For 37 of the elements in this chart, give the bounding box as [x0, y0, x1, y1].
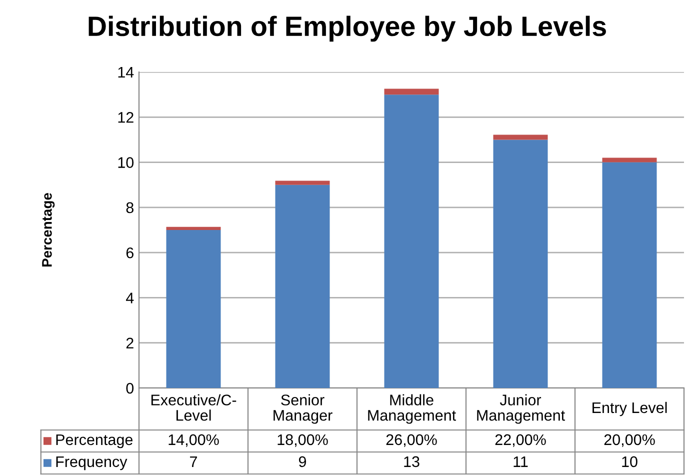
y-tick-label: 0 — [126, 382, 134, 394]
bar — [166, 226, 221, 230]
bar — [602, 158, 657, 162]
chart-title: Distribution of Employee by Job Levels — [88, 16, 606, 42]
data-label: 18,00% — [278, 434, 328, 447]
y-tick-label: 4 — [126, 292, 134, 304]
y-tick-label: 8 — [126, 202, 134, 214]
y-axis-title: Percentage — [42, 193, 55, 267]
x-tick-label: Executive/C- Level — [151, 394, 236, 421]
x-tick-label: Junior Management — [477, 394, 565, 424]
data-label: 9 — [298, 456, 306, 468]
legend-label: Percentage — [56, 434, 133, 448]
data-label: 11 — [514, 456, 528, 467]
bar — [384, 88, 439, 95]
y-tick-label: 2 — [126, 338, 134, 348]
y-tick-label: 6 — [126, 247, 134, 258]
bar — [275, 184, 330, 388]
bar — [275, 180, 330, 185]
y-tick-label: 12 — [118, 112, 134, 123]
y-tick-label: 10 — [118, 157, 134, 168]
x-tick-label: Entry Level — [592, 402, 667, 416]
data-label: 26,00% — [386, 434, 437, 447]
x-tick-label: Middle Management — [368, 394, 456, 424]
bar — [384, 94, 439, 388]
data-label: 20,00% — [604, 434, 655, 447]
legend-label: Frequency — [56, 456, 128, 470]
data-label: 7 — [190, 456, 197, 467]
data-label: 14,00% — [168, 434, 219, 447]
data-label: 13 — [404, 456, 420, 468]
bar — [166, 230, 221, 388]
bar — [493, 134, 548, 140]
data-label: 22,00% — [495, 434, 546, 447]
data-label: 10 — [622, 456, 638, 468]
x-tick-label: Senior Manager — [274, 394, 332, 424]
bar — [493, 140, 548, 388]
y-tick-label: 14 — [118, 67, 134, 78]
bar — [602, 162, 657, 388]
